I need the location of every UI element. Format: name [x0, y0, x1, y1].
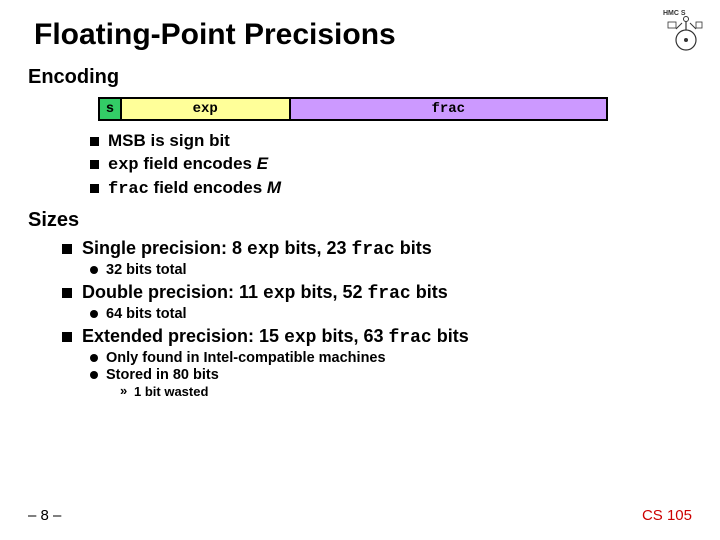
double-sub: 64 bits total	[90, 306, 692, 322]
text: Stored in 80 bits	[106, 367, 219, 383]
text: bits, 63	[316, 326, 388, 346]
sub-item: Stored in 80 bits 1 bit wasted	[90, 367, 692, 399]
encoding-diagram: s exp frac	[98, 97, 608, 121]
code-exp: exp	[284, 328, 316, 348]
field-frac: frac	[291, 99, 606, 119]
text-mid: field encodes	[149, 178, 267, 197]
code-frac: frac	[351, 240, 394, 260]
code-exp: exp	[263, 284, 295, 304]
encoding-bullets: MSB is sign bit exp field encodes E frac…	[90, 131, 692, 199]
size-extended: Extended precision: 15 exp bits, 63 frac…	[62, 326, 692, 399]
logo-text: HMC S	[663, 10, 686, 17]
code-exp: exp	[247, 240, 279, 260]
sub-item: Only found in Intel-compatible machines	[90, 350, 692, 366]
text: Double precision: 11	[82, 282, 263, 302]
bullet-frac: frac field encodes M	[90, 178, 692, 199]
ital-m: M	[267, 178, 281, 197]
encoding-heading: Encoding	[28, 66, 692, 89]
text: bits	[411, 282, 448, 302]
course-code: CS 105	[642, 507, 692, 524]
subsub-item: 1 bit wasted	[120, 384, 692, 399]
ital-e: E	[257, 154, 268, 173]
code-frac: frac	[108, 180, 149, 199]
text: Single precision: 8	[82, 238, 247, 258]
bullet-msb: MSB is sign bit	[90, 131, 692, 151]
logo-graphic: HMC S	[660, 6, 706, 52]
field-exp: exp	[122, 99, 291, 119]
code-exp: exp	[108, 156, 139, 175]
text-mid: field encodes	[139, 154, 257, 173]
sub-item: 64 bits total	[90, 306, 692, 322]
text: bits	[432, 326, 469, 346]
extended-sub: Only found in Intel-compatible machines …	[90, 350, 692, 399]
single-sub: 32 bits total	[90, 262, 692, 278]
text: bits, 23	[279, 238, 351, 258]
field-s: s	[100, 99, 122, 119]
size-double: Double precision: 11 exp bits, 52 frac b…	[62, 282, 692, 322]
text: Extended precision: 15	[82, 326, 284, 346]
size-single: Single precision: 8 exp bits, 23 frac bi…	[62, 238, 692, 278]
bullet-exp: exp field encodes E	[90, 154, 692, 175]
text: bits, 52	[295, 282, 367, 302]
page-title: Floating-Point Precisions	[34, 18, 692, 52]
code-frac: frac	[389, 328, 432, 348]
page-number: – 8 –	[28, 507, 61, 524]
text: bits	[395, 238, 432, 258]
code-frac: frac	[367, 284, 410, 304]
extended-subsub: 1 bit wasted	[120, 384, 692, 399]
sizes-list: Single precision: 8 exp bits, 23 frac bi…	[62, 238, 692, 399]
sizes-heading: Sizes	[28, 209, 692, 232]
sub-item: 32 bits total	[90, 262, 692, 278]
footer: – 8 – CS 105	[28, 507, 692, 524]
